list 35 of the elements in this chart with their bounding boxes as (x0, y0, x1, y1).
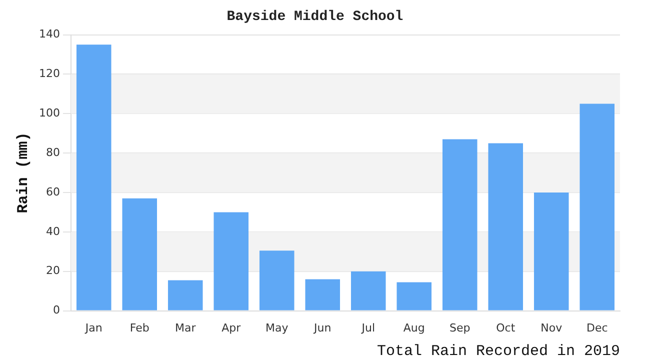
y-tick-label: 40 (46, 224, 60, 238)
bar (396, 282, 432, 310)
x-tick-label: Aug (403, 321, 425, 334)
x-tick-label: Apr (222, 321, 242, 334)
x-tick-label: Oct (496, 321, 516, 334)
bar (305, 279, 340, 310)
y-axis-title: Rain (mm) (14, 132, 32, 214)
x-tick-label: Jun (313, 321, 332, 334)
x-tick-label: Dec (586, 321, 608, 334)
bar (259, 250, 294, 310)
bar (580, 104, 615, 310)
x-tick-label: Feb (130, 321, 150, 334)
bar (122, 198, 158, 310)
bar (350, 271, 386, 310)
bar (534, 192, 569, 310)
x-tick-label: Jan (84, 321, 102, 334)
bar (168, 280, 203, 310)
y-tick-label: 60 (46, 185, 60, 198)
x-tick-label: Mar (174, 321, 196, 334)
chart-title: Bayside Middle School (226, 8, 404, 25)
y-tick-label: 0 (52, 304, 60, 317)
bar (76, 44, 112, 310)
x-axis-title: Total Rain Recorded in 2019 (376, 342, 620, 360)
y-tick-label: 120 (38, 67, 60, 80)
x-tick-label: Sep (450, 321, 470, 334)
y-tick-label: 140 (38, 28, 60, 41)
y-tick-label: 20 (46, 264, 60, 278)
bar (488, 143, 524, 310)
y-tick-label: 80 (46, 146, 60, 159)
x-tick-label: Jul (360, 321, 376, 334)
x-tick-label: Nov (540, 321, 563, 334)
bar (442, 139, 478, 310)
x-tick-label: May (265, 321, 289, 334)
y-tick-label: 100 (38, 106, 60, 120)
bar (214, 212, 249, 310)
